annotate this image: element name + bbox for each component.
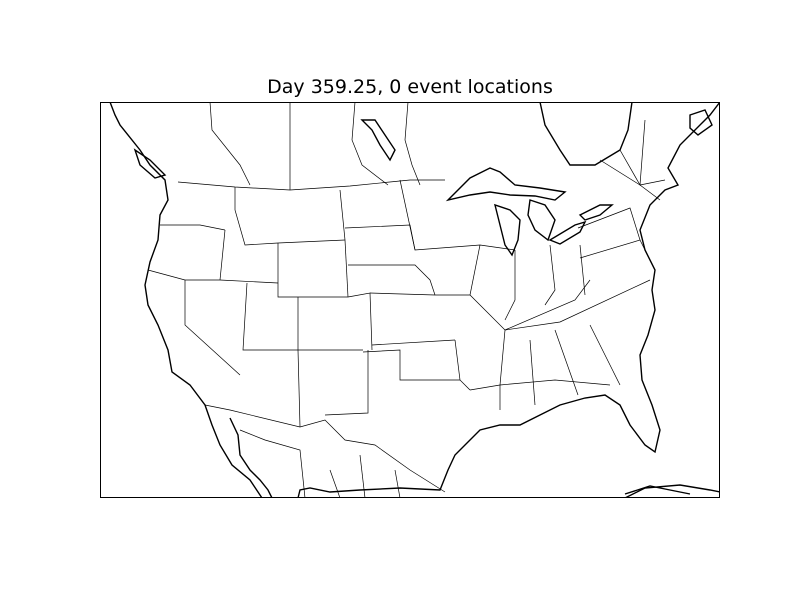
lake-huron — [527, 199, 556, 242]
map-frame — [100, 102, 720, 498]
west-coastline — [109, 102, 263, 498]
map-title: Day 359.25, 0 event locations — [267, 76, 553, 98]
gulf-coastline — [297, 102, 720, 498]
lake-erie — [548, 220, 587, 245]
lake-ontario — [578, 204, 614, 221]
cuba — [624, 485, 691, 495]
lake-superior — [445, 167, 567, 202]
newfoundland — [689, 109, 713, 136]
hudson-bay-coast — [539, 102, 633, 166]
vancouver-island — [133, 148, 167, 179]
baja-coastline — [229, 417, 273, 498]
state-province-borders — [147, 102, 666, 498]
mexico-south-coast — [624, 484, 720, 498]
lake-winnipeg — [360, 119, 396, 162]
lake-michigan — [494, 203, 521, 257]
